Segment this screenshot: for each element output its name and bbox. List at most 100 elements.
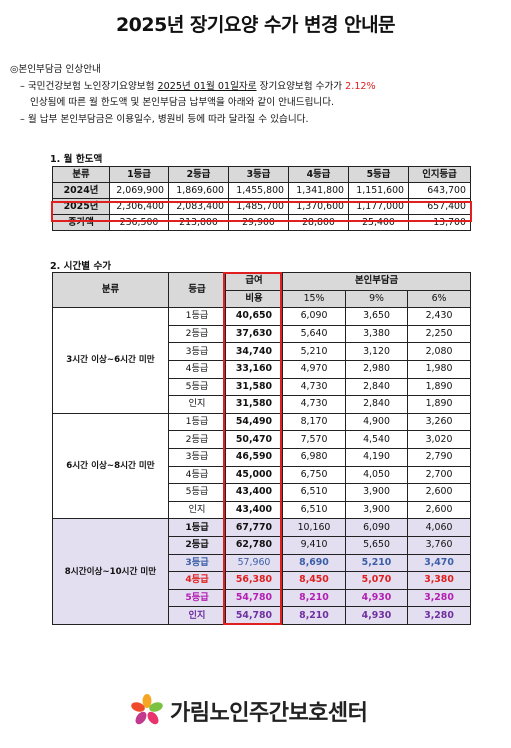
copay-9-cell: 3,650 — [345, 307, 408, 326]
copay-15-cell: 6,510 — [282, 483, 346, 502]
copay-9-cell: 3,900 — [345, 483, 408, 502]
row-label: 증가액 — [52, 214, 110, 231]
center-name: 가림노인주간보호센터 — [170, 701, 368, 726]
copay-15-cell: 4,970 — [282, 359, 346, 379]
limit-value-cell: 213,800 — [168, 214, 229, 231]
copay-15-cell: 6,090 — [282, 307, 346, 326]
copay-15-cell: 4,730 — [282, 377, 346, 397]
fee-cell: 45,000 — [225, 465, 283, 485]
table-row: 3시간 이상~6시간 미만 1등급 40,650 6,090 3,650 2,430 — [52, 307, 472, 414]
grade-cell: 1등급 — [168, 307, 226, 326]
header-fee-line2: 비용 — [225, 289, 283, 309]
fee-cell: 33,160 — [225, 359, 283, 379]
copay-9-cell: 5,070 — [345, 571, 408, 590]
header-rate-6: 6% — [406, 289, 472, 309]
header-rate-15: 15% — [282, 289, 346, 309]
copay-6-cell: 4,060 — [406, 518, 472, 537]
time-group-label: 6시간 이상~8시간 미만 — [52, 412, 169, 520]
intro-line-3: – 월 납부 본인부담금은 이용일수, 병원비 등에 따라 달라질 수 있습니다… — [20, 113, 309, 125]
copay-9-cell: 2,840 — [345, 377, 408, 397]
table-row: 2025년 2,306,400 2,083,400 1,485,700 1,370,60… — [52, 198, 471, 215]
fee-cell: 40,650 — [225, 307, 283, 326]
table-row: 3등급 46,590 6,980 4,190 2,790 — [53, 447, 472, 467]
copay-9-cell: 5,210 — [345, 553, 408, 573]
table-row: 인지 43,400 6,510 3,900 2,600 — [53, 500, 472, 520]
copay-6-cell: 3,470 — [406, 553, 472, 573]
footer-logo: 가림노인주간보호센터 — [130, 690, 430, 730]
copay-6-cell: 2,600 — [406, 483, 472, 502]
grade-cell: 2등급 — [168, 324, 226, 344]
grade-cell: 인지 — [168, 606, 226, 625]
limit-value-cell: 2,306,400 — [109, 198, 169, 215]
intro-notice: ◎본인부담금 인상안내 – 국민건강보험 노인장기요양보험 2025년 01월 … — [10, 62, 505, 128]
limit-value-cell: 1,370,600 — [288, 198, 349, 215]
limit-value-cell: 1,869,600 — [168, 182, 229, 199]
copay-6-cell: 2,700 — [406, 465, 472, 485]
table-row: 5등급 31,580 4,730 2,840 1,890 — [53, 377, 472, 397]
section-hourly-fee-title: 2. 시간별 수가 — [50, 261, 112, 272]
copay-15-cell: 10,160 — [282, 518, 346, 537]
copay-6-cell: 1,890 — [406, 395, 472, 414]
copay-9-cell: 4,540 — [345, 430, 408, 449]
limit-value-cell: 25,400 — [348, 214, 409, 231]
copay-6-cell: 2,600 — [406, 500, 472, 520]
grade-cell: 3등급 — [168, 447, 226, 467]
intro-line-2: 인상됨에 따른 월 한도액 및 본인부담금 납부액을 아래와 같이 안내드립니다… — [30, 97, 335, 108]
fee-cell: 43,400 — [225, 500, 283, 520]
copay-9-cell: 2,980 — [345, 359, 408, 379]
copay-15-cell: 4,730 — [282, 395, 346, 414]
fee-cell: 31,580 — [225, 395, 283, 414]
header-fee-line1: 급여 — [225, 272, 283, 291]
copay-9-cell: 4,050 — [345, 465, 408, 485]
copay-15-cell: 5,210 — [282, 342, 346, 361]
fee-cell: 67,770 — [225, 518, 283, 537]
copay-9-cell: 2,840 — [345, 395, 408, 414]
limit-value-cell: 657,400 — [408, 198, 471, 215]
fee-cell: 46,590 — [225, 447, 283, 467]
copay-9-cell: 3,380 — [345, 324, 408, 344]
time-group-label: 8시간이상~10시간 미만 — [52, 518, 169, 625]
limit-value-cell: 643,700 — [408, 182, 471, 199]
table-row: 인지 31,580 4,730 2,840 1,890 — [53, 395, 472, 414]
header-grade: 등급 — [168, 271, 226, 309]
copay-6-cell: 3,760 — [406, 535, 472, 555]
grade-cell: 1등급 — [168, 412, 226, 432]
table-row: 8시간이상~10시간 미만 1등급 67,770 10,160 6,090 4,060 — [52, 518, 472, 625]
copay-15-cell: 8,690 — [282, 553, 346, 573]
copay-15-cell: 6,980 — [282, 447, 346, 467]
fee-cell: 56,380 — [225, 571, 283, 590]
grade-cell: 3등급 — [168, 553, 226, 573]
copay-6-cell: 1,890 — [406, 377, 472, 397]
intro-line-1-text: – 국민건강보험 노인장기요양보험 — [20, 80, 158, 92]
fee-cell: 54,780 — [225, 606, 283, 625]
copay-15-cell: 7,570 — [282, 430, 346, 449]
fee-cell: 37,630 — [225, 324, 283, 344]
grade-cell: 5등급 — [168, 377, 226, 397]
limit-value-cell: 236,500 — [109, 214, 169, 231]
grade-cell: 4등급 — [168, 465, 226, 485]
table-header-row: 분류 등급 급여 본인부담금 — [52, 271, 472, 309]
limit-value-cell: 1,177,000 — [348, 198, 409, 215]
effective-date: 2025년 01월 01일자로 — [157, 80, 257, 92]
copay-9-cell: 4,930 — [345, 606, 408, 625]
grade-cell: 3등급 — [168, 342, 226, 361]
fee-cell: 54,780 — [225, 588, 283, 608]
copay-15-cell: 6,750 — [282, 465, 346, 485]
header-cell: 4등급 — [288, 166, 349, 183]
fee-cell: 50,470 — [225, 430, 283, 449]
header-cell: 1등급 — [109, 166, 169, 183]
copay-6-cell: 3,380 — [406, 571, 472, 590]
grade-cell: 5등급 — [168, 483, 226, 502]
copay-6-cell: 2,430 — [406, 307, 472, 326]
fee-cell: 43,400 — [225, 483, 283, 502]
copay-15-cell: 6,510 — [282, 500, 346, 520]
fee-cell: 34,740 — [225, 342, 283, 361]
copay-9-cell: 5,650 — [345, 535, 408, 555]
table-row: 5등급 54,780 8,210 4,930 3,280 — [53, 588, 472, 608]
limit-value-cell: 1,455,800 — [228, 182, 289, 199]
grade-cell: 2등급 — [168, 535, 226, 555]
header-cell: 5등급 — [348, 166, 409, 183]
header-copay: 본인부담금 — [281, 272, 472, 291]
table-row: 2등급 50,470 7,570 4,540 3,020 — [53, 430, 472, 449]
header-cell: 2등급 — [168, 166, 229, 183]
